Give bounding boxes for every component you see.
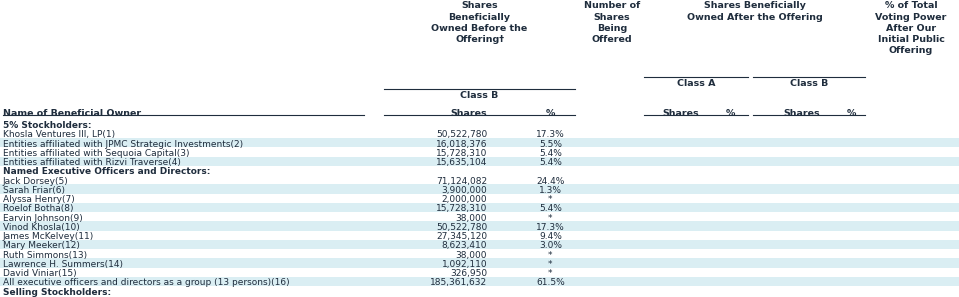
FancyBboxPatch shape: [0, 203, 959, 212]
Text: 15,635,104: 15,635,104: [435, 158, 487, 167]
Text: Entities affiliated with JPMC Strategic Investments(2): Entities affiliated with JPMC Strategic …: [3, 140, 243, 148]
Text: %: %: [546, 109, 555, 118]
Text: % of Total
Voting Power
After Our
Initial Public
Offering: % of Total Voting Power After Our Initia…: [876, 1, 947, 55]
Text: Shares
Beneficially
Owned Before the
Offering†: Shares Beneficially Owned Before the Off…: [432, 1, 527, 44]
Text: Class A: Class A: [677, 79, 715, 88]
Text: Class B: Class B: [790, 79, 828, 88]
Text: Jack Dorsey(5): Jack Dorsey(5): [3, 177, 69, 186]
Text: Selling Stockholders:: Selling Stockholders:: [3, 288, 111, 297]
Text: 1.3%: 1.3%: [539, 186, 562, 195]
Text: 17.3%: 17.3%: [536, 130, 565, 139]
Text: Alyssa Henry(7): Alyssa Henry(7): [3, 195, 75, 204]
Text: Ruth Simmons(13): Ruth Simmons(13): [3, 251, 87, 260]
Text: 185,361,632: 185,361,632: [430, 278, 487, 287]
Text: 5.5%: 5.5%: [539, 140, 562, 148]
Text: 5% Stockholders:: 5% Stockholders:: [3, 121, 91, 130]
Text: 1,092,110: 1,092,110: [441, 260, 487, 269]
Text: Number of
Shares
Being
Offered: Number of Shares Being Offered: [584, 1, 640, 44]
Text: Entities affiliated with Sequoia Capital(3): Entities affiliated with Sequoia Capital…: [3, 149, 189, 158]
Text: 24.4%: 24.4%: [536, 177, 565, 186]
Text: 27,345,120: 27,345,120: [436, 232, 487, 241]
Text: Entities affiliated with Rizvi Traverse(4): Entities affiliated with Rizvi Traverse(…: [3, 158, 180, 167]
Text: All executive officers and directors as a group (13 persons)(16): All executive officers and directors as …: [3, 278, 290, 287]
Text: 3.0%: 3.0%: [539, 241, 562, 250]
Text: 71,124,082: 71,124,082: [436, 177, 487, 186]
Text: *: *: [549, 195, 552, 204]
Text: Shares: Shares: [663, 109, 699, 118]
Text: Lawrence H. Summers(14): Lawrence H. Summers(14): [3, 260, 123, 269]
Text: Shares: Shares: [451, 109, 487, 118]
Text: *: *: [549, 214, 552, 223]
Text: Khosla Ventures III, LP(1): Khosla Ventures III, LP(1): [3, 130, 115, 139]
Text: 50,522,780: 50,522,780: [436, 223, 487, 232]
Text: 17.3%: 17.3%: [536, 223, 565, 232]
FancyBboxPatch shape: [0, 258, 959, 268]
Text: %: %: [847, 109, 856, 118]
Text: Sarah Friar(6): Sarah Friar(6): [3, 186, 65, 195]
Text: 15,728,310: 15,728,310: [435, 149, 487, 158]
Text: 5.4%: 5.4%: [539, 149, 562, 158]
FancyBboxPatch shape: [0, 277, 959, 286]
Text: 38,000: 38,000: [456, 251, 487, 260]
Text: 326,950: 326,950: [450, 269, 487, 278]
Text: %: %: [726, 109, 736, 118]
Text: 50,522,780: 50,522,780: [436, 130, 487, 139]
Text: 15,728,310: 15,728,310: [435, 204, 487, 213]
Text: 5.4%: 5.4%: [539, 204, 562, 213]
Text: *: *: [549, 251, 552, 260]
Text: Class B: Class B: [460, 91, 499, 99]
Text: James McKelvey(11): James McKelvey(11): [3, 232, 94, 241]
FancyBboxPatch shape: [0, 240, 959, 249]
Text: *: *: [549, 260, 552, 269]
Text: 61.5%: 61.5%: [536, 278, 565, 287]
Text: 3,900,000: 3,900,000: [441, 186, 487, 195]
Text: Vinod Khosla(10): Vinod Khosla(10): [3, 223, 80, 232]
Text: Shares Beneficially
Owned After the Offering: Shares Beneficially Owned After the Offe…: [687, 1, 823, 22]
Text: Name of Beneficial Owner: Name of Beneficial Owner: [3, 109, 141, 118]
Text: Named Executive Officers and Directors:: Named Executive Officers and Directors:: [3, 167, 210, 176]
Text: David Viniar(15): David Viniar(15): [3, 269, 77, 278]
Text: Mary Meeker(12): Mary Meeker(12): [3, 241, 80, 250]
Text: 9.4%: 9.4%: [539, 232, 562, 241]
Text: 16,018,376: 16,018,376: [435, 140, 487, 148]
Text: 8,623,410: 8,623,410: [442, 241, 487, 250]
FancyBboxPatch shape: [0, 157, 959, 166]
Text: Shares: Shares: [784, 109, 820, 118]
FancyBboxPatch shape: [0, 222, 959, 231]
Text: 2,000,000: 2,000,000: [441, 195, 487, 204]
Text: 38,000: 38,000: [456, 214, 487, 223]
Text: 5.4%: 5.4%: [539, 158, 562, 167]
Text: *: *: [549, 269, 552, 278]
FancyBboxPatch shape: [0, 138, 959, 147]
FancyBboxPatch shape: [0, 184, 959, 194]
Text: Earvin Johnson(9): Earvin Johnson(9): [3, 214, 82, 223]
Text: Roelof Botha(8): Roelof Botha(8): [3, 204, 74, 213]
